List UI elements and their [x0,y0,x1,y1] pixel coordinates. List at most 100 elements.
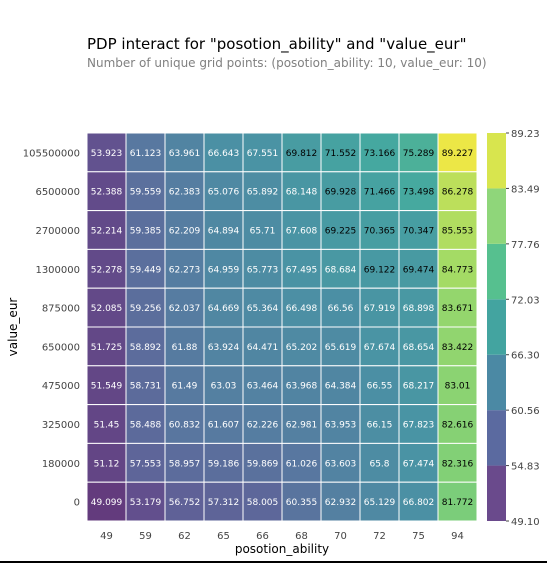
bottom-rule [0,561,547,563]
heatmap-cell-value: 73.498 [403,188,435,198]
x-tick-label: 70 [334,531,347,542]
heatmap-cell [281,326,322,367]
heatmap-cell [398,481,439,522]
heatmap-cell-value: 83.422 [442,343,474,353]
heatmap-cell-value: 89.227 [442,149,474,159]
heatmap-cell [437,442,478,483]
heatmap-cell-value: 65.076 [208,188,240,198]
colorbar [487,133,506,521]
heatmap-cell [242,481,283,522]
heatmap-cell [242,442,283,483]
heatmap-cell [203,171,244,212]
colorbar-tick-label: 72.03 [511,295,540,306]
heatmap-cell-value: 66.802 [403,498,435,508]
x-tick-label: 94 [451,531,464,542]
x-tick-label: 65 [217,531,230,542]
heatmap-cell-value: 81.772 [442,498,474,508]
heatmap-cell-value: 69.474 [403,265,435,275]
heatmap-cell-value: 67.474 [403,459,435,469]
x-tick-label: 66 [256,531,269,542]
heatmap-cell [242,326,283,367]
colorbar-tick-label: 89.23 [511,129,540,140]
heatmap-cell [437,481,478,522]
heatmap-cell-value: 62.037 [169,304,201,314]
heatmap-cell-value: 65.202 [286,343,318,353]
heatmap-cell-value: 75.289 [403,149,435,159]
heatmap-cell-value: 59.449 [130,265,162,275]
heatmap-cell [359,132,400,173]
heatmap-cell-value: 71.466 [364,188,396,198]
heatmap-cell-value: 68.898 [403,304,435,314]
y-tick-label: 650000 [42,342,80,353]
heatmap-cell [320,365,361,406]
heatmap-cell-value: 58.731 [130,382,162,392]
y-tick-labels: 1055000006500000270000013000008750006500… [23,148,80,508]
heatmap-cell [398,171,439,212]
heatmap-cell-value: 60.832 [169,421,201,431]
heatmap-cell-value: 58.005 [247,498,279,508]
heatmap-cell-value: 52.214 [91,227,123,237]
heatmap-cell-value: 61.607 [208,421,240,431]
heatmap-cell [281,171,322,212]
heatmap-cell-value: 63.03 [211,382,237,392]
heatmap-cell-value: 61.88 [172,343,198,353]
y-tick-label: 325000 [42,420,80,431]
heatmap-cell-value: 66.15 [367,421,393,431]
heatmap-cell [437,248,478,289]
heatmap-cell-value: 64.669 [208,304,240,314]
heatmap-cell [242,404,283,444]
heatmap-cell-value: 69.928 [325,188,357,198]
heatmap-cell-value: 49.099 [91,498,123,508]
colorbar-bin [487,243,506,300]
heatmap-cell-value: 83.671 [442,304,474,314]
heatmap-cell-value: 60.355 [286,498,318,508]
y-tick-label: 2700000 [35,226,80,237]
heatmap-cell [281,287,322,328]
heatmap-cell [320,171,361,212]
heatmap-cell [125,132,166,173]
heatmap-cell-value: 59.559 [130,188,162,198]
heatmap-cell-value: 61.123 [130,149,162,159]
x-tick-label: 75 [412,531,425,542]
colorbar-tick-labels: 89.23 83.49 77.76 72.03 66.30 60.56 54.83 49.10 [506,129,540,528]
heatmap-cell [359,287,400,328]
heatmap-cell-value: 52.278 [91,265,123,275]
heatmap-cell-value: 58.892 [130,343,162,353]
heatmap-cell [203,404,244,444]
x-tick-labels: 49 59 62 65 66 68 70 72 75 94 [100,531,464,542]
heatmap-cell [320,481,361,522]
heatmap-cell [86,365,127,406]
heatmap-cell [437,132,478,173]
heatmap-cell-value: 56.752 [169,498,201,508]
heatmap-cell-value: 63.924 [208,343,240,353]
heatmap-cell-value: 66.498 [286,304,318,314]
heatmap-cell [86,442,127,483]
heatmap-cell [86,132,127,173]
x-tick-label: 49 [100,531,113,542]
heatmap-cell-value: 66.56 [328,304,354,314]
heatmap-cell [320,442,361,483]
heatmap-cell [164,210,205,250]
heatmap-cell-value: 82.616 [442,421,474,431]
heatmap-cell-value: 59.869 [247,459,279,469]
x-tick-label: 68 [295,531,308,542]
heatmap-cell [320,404,361,444]
heatmap-cell-value: 65.619 [325,343,357,353]
x-tick-label: 62 [178,531,191,542]
heatmap-cell-value: 67.495 [286,265,318,275]
heatmap-cell [125,481,166,522]
y-tick-label: 0 [74,498,80,509]
heatmap-cell [125,442,166,483]
heatmap-cell-value: 63.603 [325,459,357,469]
y-tick-label: 875000 [42,304,80,315]
heatmap-cell-value: 51.725 [91,343,123,353]
heatmap-cell [164,442,205,483]
heatmap-cell-value: 68.148 [286,188,318,198]
heatmap-cell-value: 59.256 [130,304,162,314]
y-axis-label: value_eur [6,298,20,357]
x-axis-label: posotion_ability [235,542,329,556]
heatmap-cell [398,326,439,367]
heatmap-cell-value: 63.953 [325,421,357,431]
heatmap-cell-value: 64.894 [208,227,240,237]
heatmap-cell-value: 57.553 [130,459,162,469]
